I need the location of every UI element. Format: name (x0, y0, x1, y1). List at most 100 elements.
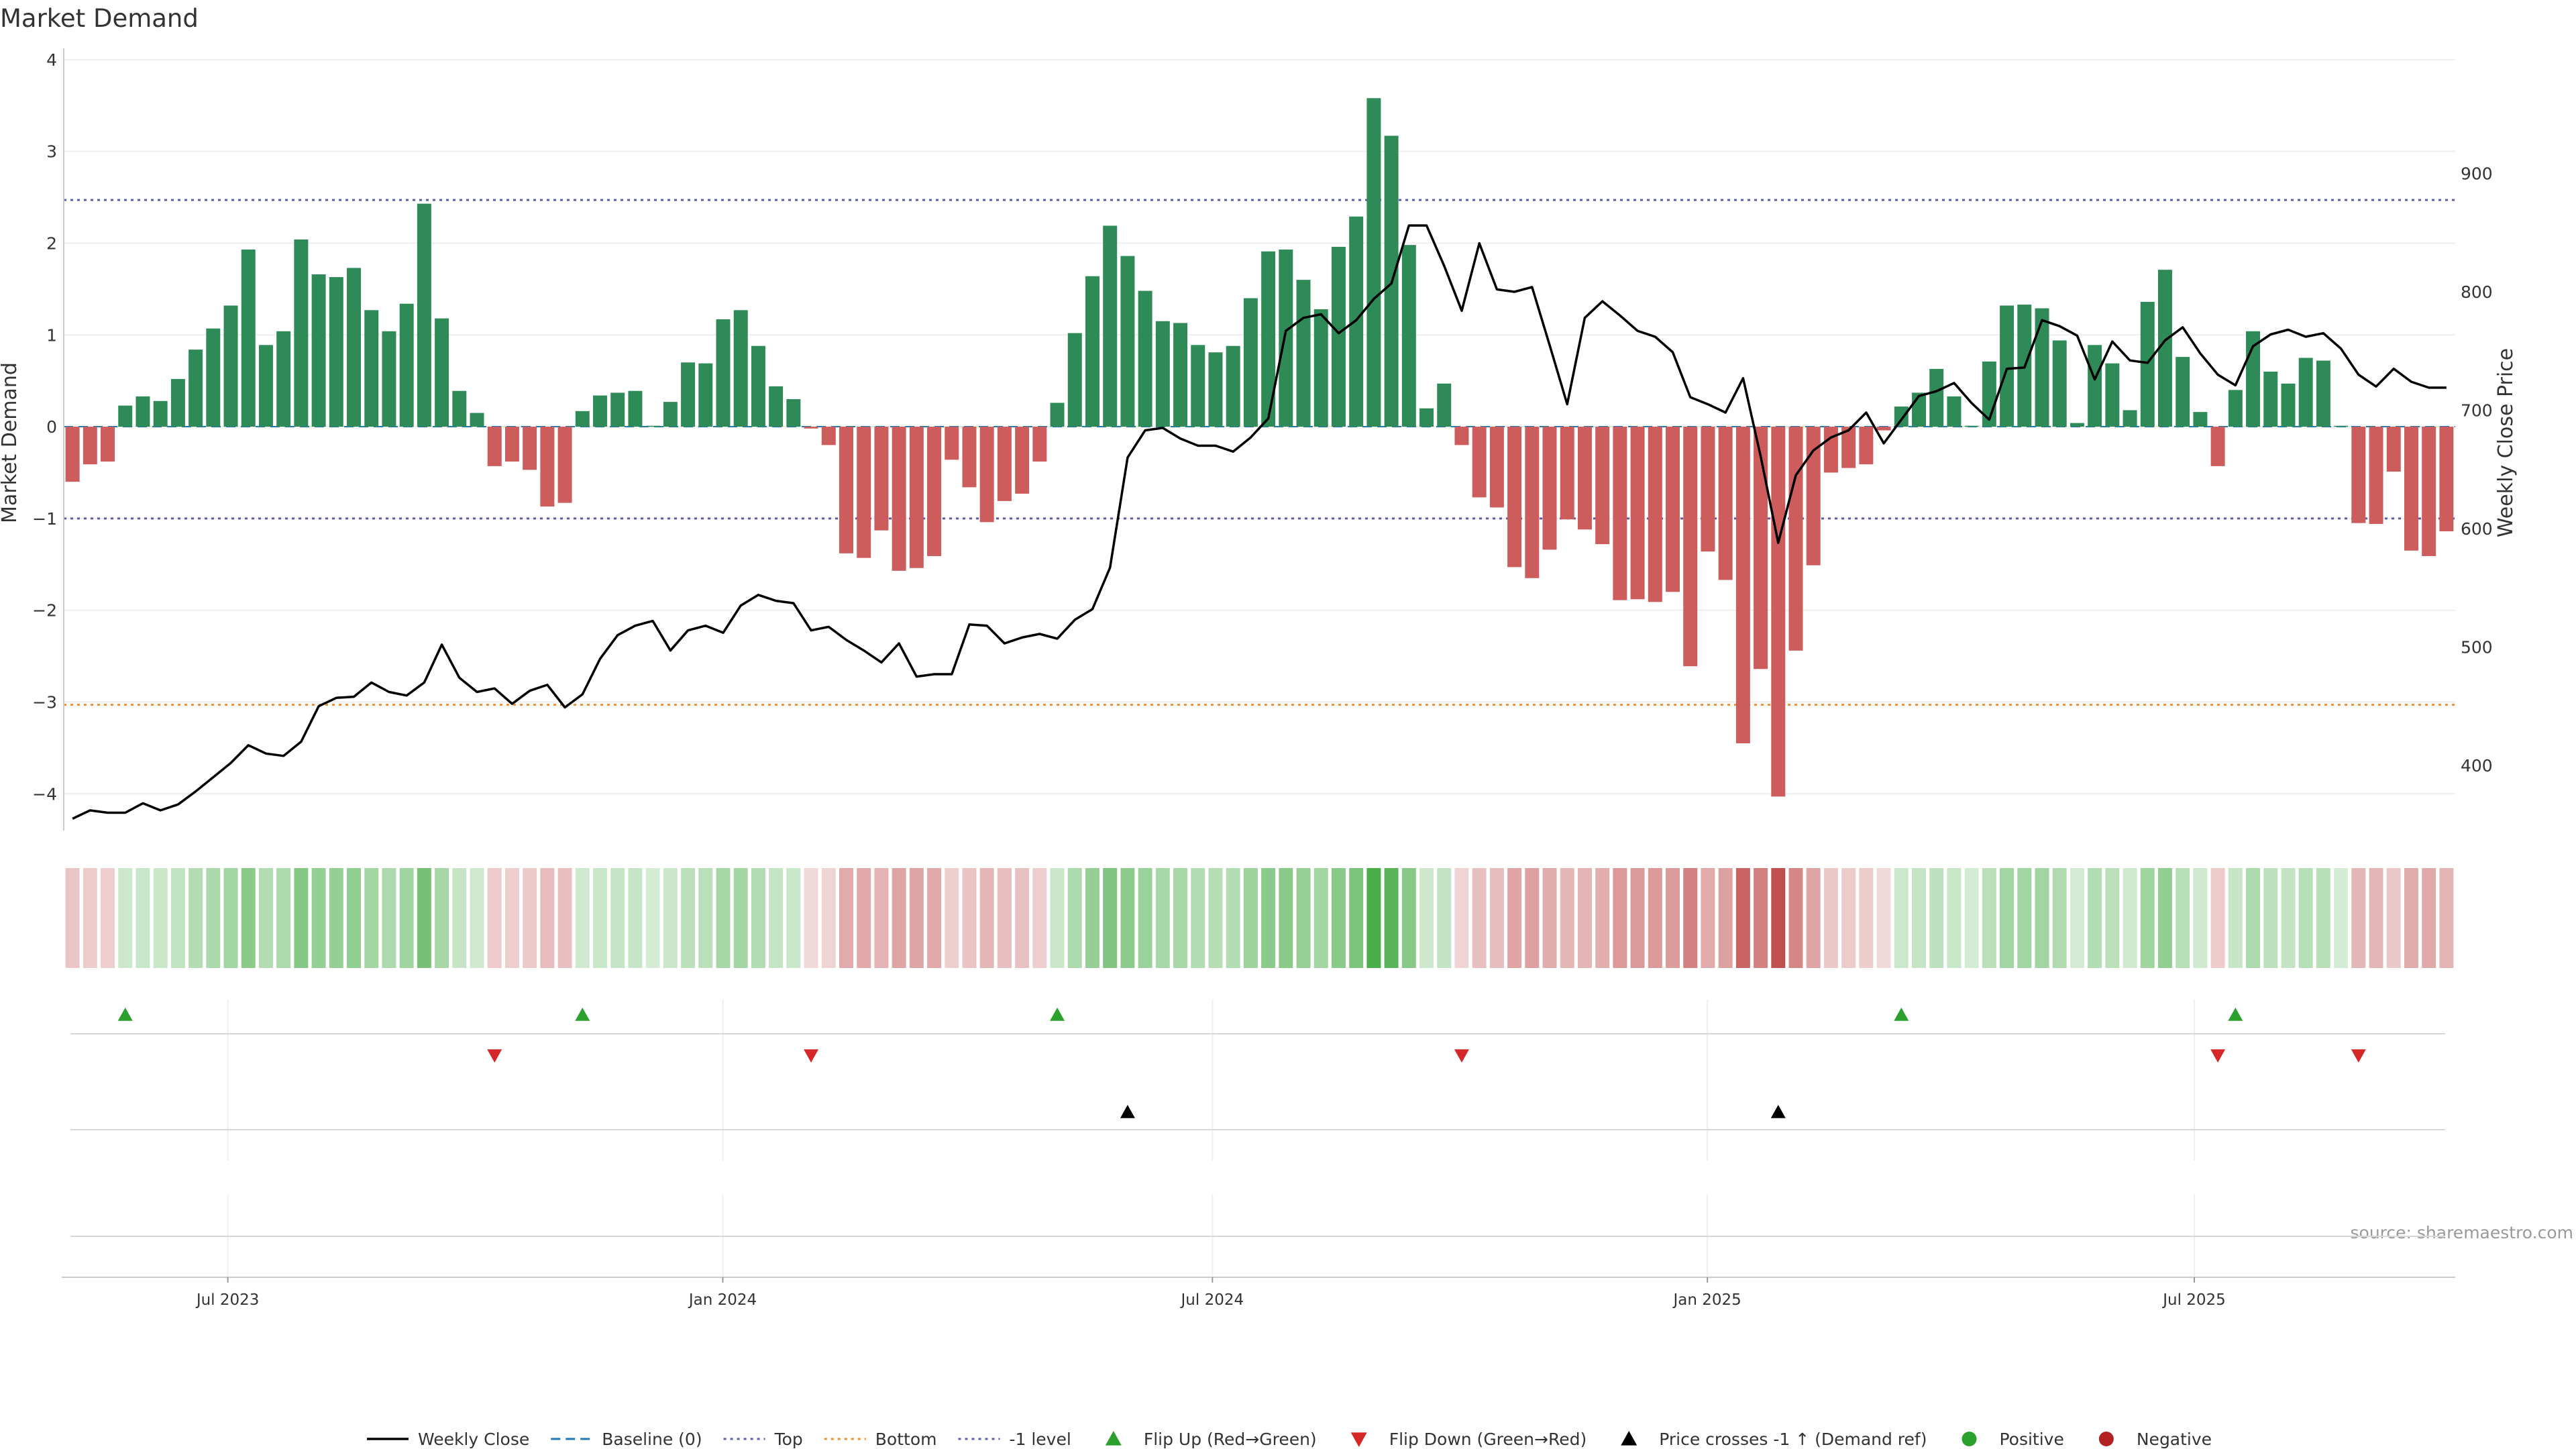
heat-cell (1384, 868, 1399, 968)
heat-cell (927, 868, 942, 968)
y-tick-label-right: 600 (2461, 519, 2493, 539)
heat-cell (189, 868, 203, 968)
demand-bar (1947, 396, 1962, 427)
heat-cell (382, 868, 396, 968)
source-note: source: sharemaestro.com (2351, 1223, 2574, 1242)
x-tick-label: Jan 2024 (688, 1291, 757, 1309)
demand-bar (2263, 371, 2278, 427)
demand-bar (1560, 427, 1574, 520)
x-tick-label: Jan 2025 (1672, 1291, 1741, 1309)
heat-cell (2000, 868, 2015, 968)
heat-cell (329, 868, 343, 968)
legend-label: Positive (1999, 1430, 2063, 1449)
heat-cell (909, 868, 924, 968)
demand-bar (189, 350, 203, 427)
y-tick-label-right: 500 (2461, 637, 2493, 657)
legend-label: Weekly Close (418, 1430, 529, 1449)
flip-down-marker (2351, 1049, 2366, 1063)
demand-bar (1876, 427, 1891, 431)
heat-cell (1437, 868, 1452, 968)
demand-bar (2210, 427, 2225, 466)
heat-cell (1454, 868, 1469, 968)
heat-cell (557, 868, 572, 968)
demand-bar (1577, 427, 1592, 530)
heat-cell (1103, 868, 1118, 968)
flip-up-marker (575, 1008, 590, 1021)
demand-bar (1542, 427, 1557, 550)
heat-cell (2017, 868, 2032, 968)
demand-bar (2316, 360, 2330, 427)
y-tick-label-left: 4 (46, 50, 57, 70)
flip-down-marker (804, 1049, 819, 1063)
heat-cell (1208, 868, 1223, 968)
demand-bar (575, 411, 590, 427)
heat-cell (1032, 868, 1047, 968)
heat-cell (1613, 868, 1627, 968)
demand-bar (2123, 410, 2137, 427)
demand-bar (892, 427, 906, 571)
y-tick-label-left: 1 (46, 325, 57, 345)
heat-cell (979, 868, 994, 968)
demand-bar (1313, 309, 1328, 427)
flip-up-marker (1894, 1008, 1909, 1021)
demand-bar (2193, 412, 2208, 427)
demand-bar (716, 319, 731, 427)
demand-bar (979, 427, 994, 523)
demand-bar (2422, 427, 2436, 556)
heat-cell (523, 868, 537, 968)
y-tick-label-left: 2 (46, 233, 57, 253)
heat-cell (1525, 868, 1540, 968)
heat-cell (1947, 868, 1962, 968)
heat-cell (1120, 868, 1135, 968)
demand-bar (2052, 340, 2067, 427)
heat-cell (1313, 868, 1328, 968)
heat-cell (1191, 868, 1205, 968)
demand-bar (1454, 427, 1469, 445)
demand-bar (153, 400, 168, 427)
demand-bar (2404, 427, 2418, 551)
heat-cell (470, 868, 484, 968)
demand-bar (1701, 427, 1715, 552)
demand-bar (1067, 333, 1082, 427)
demand-bar (65, 427, 80, 482)
price-cross-marker (1770, 1105, 1786, 1118)
heat-cell (610, 868, 625, 968)
demand-bar (733, 310, 748, 427)
heat-cell (2228, 868, 2243, 968)
heat-cell (1085, 868, 1099, 968)
demand-bar (786, 399, 801, 427)
demand-bar (470, 413, 484, 427)
demand-bar (681, 362, 696, 427)
demand-bar (751, 345, 765, 427)
heat-cell (786, 868, 801, 968)
demand-bar (857, 427, 871, 558)
heat-cell (1279, 868, 1293, 968)
demand-bar (206, 328, 221, 427)
legend-handle (1621, 1431, 1638, 1446)
heat-cell (241, 868, 256, 968)
heat-cell (1876, 868, 1891, 968)
heat-cell (65, 868, 80, 968)
y-tick-label-right: 900 (2461, 164, 2493, 183)
demand-bar (329, 277, 343, 427)
heat-cell (1138, 868, 1152, 968)
demand-bar (1208, 352, 1223, 427)
heat-cell (2298, 868, 2313, 968)
y-tick-label-left: −1 (32, 509, 57, 529)
heat-cell (2369, 868, 2383, 968)
demand-bar (2176, 357, 2190, 427)
demand-bar (1613, 427, 1627, 600)
heat-cell (1472, 868, 1487, 968)
demand-bar (2070, 423, 2084, 427)
legend-label: Price crosses -1 ↑ (Demand ref) (1659, 1430, 1927, 1449)
legend-handle (1105, 1431, 1122, 1446)
heat-cell (1243, 868, 1258, 968)
heat-cell (206, 868, 221, 968)
heat-cell (2035, 868, 2049, 968)
demand-bar (540, 427, 555, 507)
demand-bar (2088, 345, 2102, 427)
demand-bar (2281, 383, 2296, 427)
demand-bar (2000, 305, 2015, 427)
heat-cell (2176, 868, 2190, 968)
y-tick-label-left: 0 (46, 417, 57, 437)
